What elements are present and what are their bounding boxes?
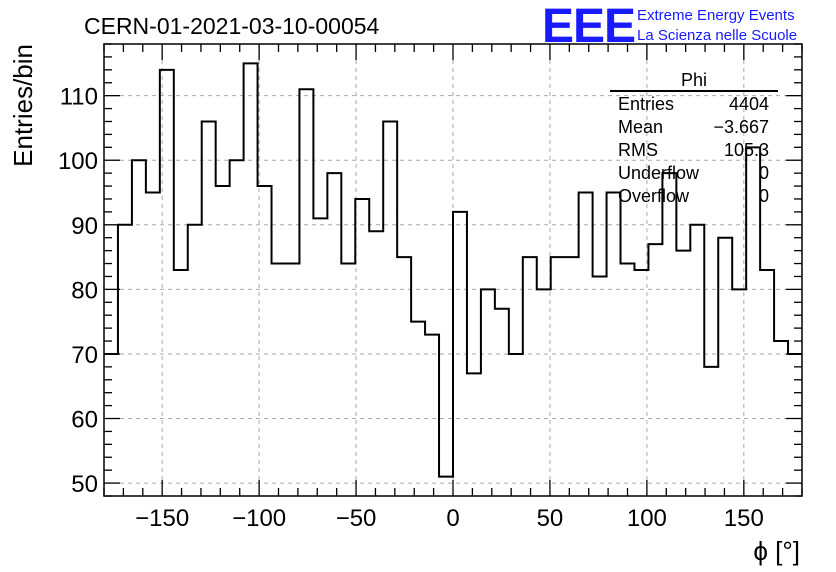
histogram-series [104,62,802,478]
stats-box: Phi Entries 4404 Mean −3.667 RMS 105.3 U… [610,70,778,206]
stats-label-mean: Mean [618,117,663,137]
x-tick-label: 150 [724,505,764,532]
x-tick-labels: −150 −100 −50 0 50 100 150 [135,505,764,532]
y-tick-label: 50 [71,471,98,498]
y-tick-label: 110 [60,84,98,111]
x-tick-label: −50 [336,505,377,532]
stats-title: Phi [681,70,707,90]
stats-label-rms: RMS [618,140,658,160]
x-tick-label: 0 [446,505,459,532]
stats-value-entries: 4404 [729,94,769,114]
chart-title: CERN-01-2021-03-10-00054 [84,13,380,39]
x-tick-label: 100 [627,505,667,532]
y-tick-label: 100 [58,148,98,175]
eee-logo-line1: Extreme Energy Events [637,7,795,24]
y-tick-label: 80 [71,277,98,304]
x-tick-label: 50 [537,505,564,532]
y-tick-label: 90 [71,213,98,240]
x-tick-label: −150 [135,505,189,532]
y-axis-label: Entries/bin [8,44,38,167]
y-tick-label: 70 [71,342,98,369]
stats-value-mean: −3.667 [713,117,769,137]
stats-value-rms: 105.3 [724,140,769,160]
eee-logo: EEE [542,0,635,53]
eee-logo-line2: La Scienza nelle Scuole [637,27,797,44]
stats-label-overflow: Overflow [618,186,690,206]
stats-value-overflow: 0 [759,186,769,206]
x-tick-label: −100 [232,505,286,532]
stats-label-underflow: Underflow [618,163,700,183]
plot-frame [103,43,803,497]
stats-label-entries: Entries [618,94,674,114]
stats-value-underflow: 0 [759,163,769,183]
y-tick-labels: 50 60 70 80 90 100 110 [58,84,98,498]
y-tick-label: 60 [71,407,98,434]
x-axis-label: ϕ [°] [753,536,800,566]
